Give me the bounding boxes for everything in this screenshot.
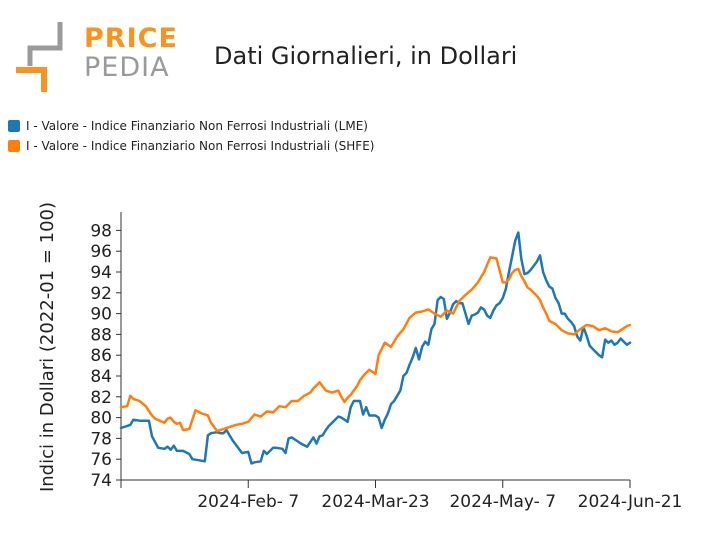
x-tick-label: 2024-May- 7 xyxy=(449,492,556,512)
y-tick-label: 98 xyxy=(90,221,112,241)
chart-title: Dati Giornalieri, in Dollari xyxy=(214,42,518,70)
series-layer xyxy=(119,231,632,465)
y-tick-label: 76 xyxy=(90,450,112,470)
pricepedia-logo: PRICE PEDIA xyxy=(8,22,177,92)
series-line-shfe xyxy=(119,256,632,433)
y-tick-label: 84 xyxy=(90,367,112,387)
y-tick-label: 74 xyxy=(90,471,112,491)
logo-price-text: PRICE xyxy=(84,23,178,54)
y-tick-label: 96 xyxy=(90,242,112,262)
legend-swatch-shfe xyxy=(8,140,20,152)
legend-item-shfe[interactable]: I - Valore - Indice Finanziario Non Ferr… xyxy=(8,138,374,154)
legend-label-shfe: I - Valore - Indice Finanziario Non Ferr… xyxy=(26,139,375,153)
y-tick-label: 86 xyxy=(90,346,112,366)
y-tick-label: 90 xyxy=(90,305,112,325)
y-axis-title: Indici in Dollari (2022-01 = 100) xyxy=(37,202,58,492)
y-tick-label: 94 xyxy=(90,263,112,283)
x-tick-label: 2024-Feb- 7 xyxy=(197,492,299,512)
y-tick-label: 92 xyxy=(90,284,112,304)
logo-pedia-text: PEDIA xyxy=(84,52,170,83)
x-tick-label: 2024-Jun-21 xyxy=(578,492,683,512)
x-axis: 2024-Feb- 7 2024-Mar-23 2024-May- 7 2024-Ju… xyxy=(120,479,683,512)
legend-item-lme[interactable]: I - Valore - Indice Finanziario Non Ferr… xyxy=(8,118,368,134)
logo-mark-icon xyxy=(16,22,63,92)
series-line-lme xyxy=(119,231,632,465)
y-tick-label: 80 xyxy=(90,409,112,429)
legend-swatch-lme xyxy=(8,120,20,132)
x-tick-label: 2024-Mar-23 xyxy=(321,492,429,512)
y-tick-label: 88 xyxy=(90,325,112,345)
y-tick-label: 78 xyxy=(90,429,112,449)
y-tick-label: 82 xyxy=(90,388,112,408)
legend-label-lme: I - Valore - Indice Finanziario Non Ferr… xyxy=(26,119,368,133)
